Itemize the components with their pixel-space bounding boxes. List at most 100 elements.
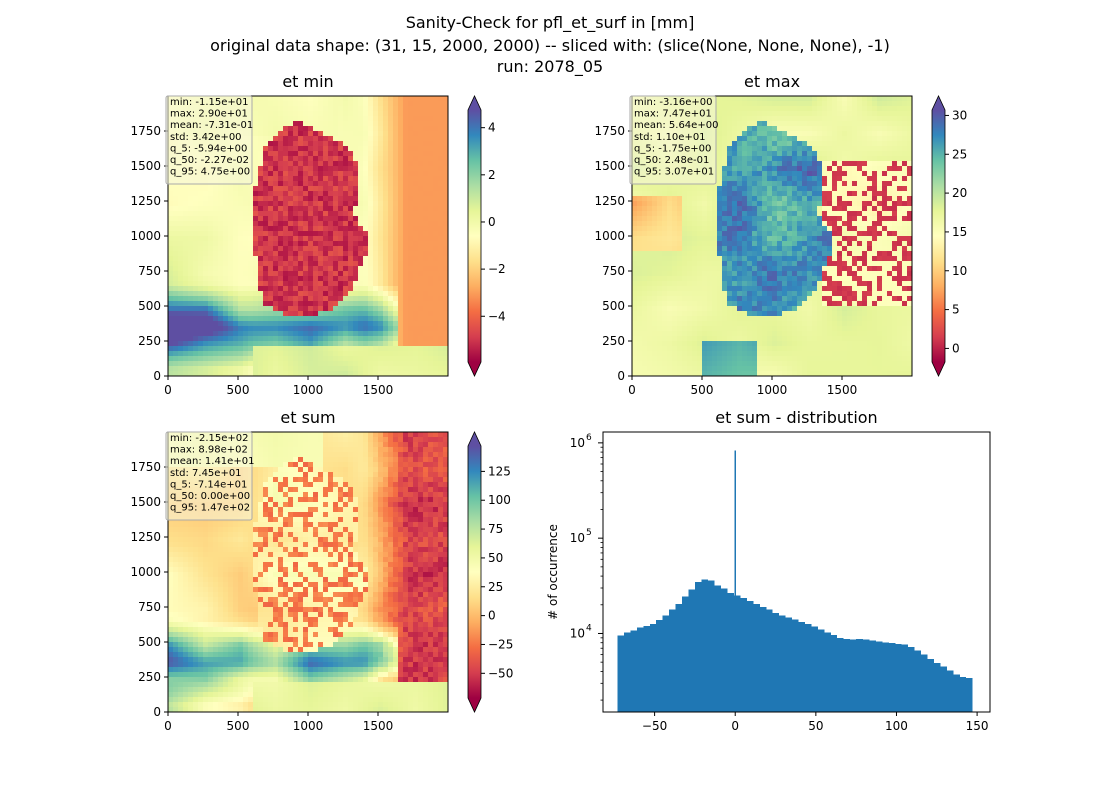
x-tick-label: 1000 bbox=[293, 383, 324, 397]
y-tick-label: 0 bbox=[153, 705, 161, 719]
stats-box-frame bbox=[165, 95, 253, 185]
x-tick-label: 500 bbox=[227, 383, 250, 397]
stats-line: q_95: 1.47e+02 bbox=[170, 503, 250, 514]
x-tick-label: 1500 bbox=[827, 383, 858, 397]
histogram-bar bbox=[765, 609, 773, 712]
colorbar-tick-label: 30 bbox=[952, 108, 967, 122]
stats-line: std: 7.45e+01 bbox=[170, 468, 242, 479]
colorbar: 0 5 10 15 20 25 30 bbox=[931, 95, 967, 377]
axes-frame bbox=[602, 431, 991, 713]
histogram-bar bbox=[733, 595, 741, 712]
x-tick-label: 100 bbox=[885, 719, 908, 733]
y-tick-label: 1250 bbox=[130, 194, 161, 208]
y-tick-label: 500 bbox=[138, 299, 161, 313]
stats-box-frame bbox=[165, 431, 253, 521]
stats-line: q_50: 2.48e-01 bbox=[634, 155, 709, 166]
histogram-bar bbox=[694, 582, 702, 712]
stats-line: min: -3.16e+00 bbox=[634, 97, 713, 108]
x-tick-label: 0 bbox=[731, 719, 739, 733]
y-tick-label: 1000 bbox=[130, 229, 161, 243]
colorbar-tick-label: 0 bbox=[488, 215, 496, 229]
histogram-bar bbox=[914, 650, 922, 712]
colorbar-tick-label: −50 bbox=[488, 666, 513, 680]
y-tick-exponent: 6 bbox=[586, 433, 592, 443]
y-tick-label: 1500 bbox=[130, 495, 161, 509]
y-tick-label: 500 bbox=[138, 635, 161, 649]
x-tick-label: −50 bbox=[642, 719, 667, 733]
colorbar-tick-label: 0 bbox=[488, 609, 496, 623]
x-tick-label: 1500 bbox=[363, 383, 394, 397]
histogram-bar bbox=[843, 639, 851, 712]
histogram-bar bbox=[869, 640, 876, 712]
stats-line: q_5: -1.75e+00 bbox=[634, 143, 711, 154]
histogram-bar bbox=[798, 621, 805, 712]
histogram-bar bbox=[881, 642, 889, 712]
histogram-bar bbox=[952, 674, 960, 712]
y-tick-exponent: 4 bbox=[586, 623, 592, 633]
stats-line: std: 3.42e+00 bbox=[170, 132, 242, 143]
colorbar-extend-top bbox=[468, 96, 481, 110]
histogram-bar bbox=[714, 585, 722, 712]
stats-line: mean: -7.31e-01 bbox=[170, 120, 253, 131]
x-tick-label: 0 bbox=[628, 383, 636, 397]
stats-line: q_5: -5.94e+00 bbox=[170, 143, 247, 154]
colorbar-tick-label: 4 bbox=[488, 121, 496, 135]
stats-line: max: 2.90e+01 bbox=[170, 109, 248, 120]
stats-line: q_5: -7.14e+01 bbox=[170, 479, 247, 490]
x-tick-label: 1500 bbox=[363, 719, 394, 733]
histogram-bar bbox=[669, 609, 676, 712]
colorbar-extend-bottom bbox=[468, 698, 481, 712]
colorbar-extend-bottom bbox=[468, 362, 481, 376]
y-tick-label: 1000 bbox=[594, 229, 625, 243]
colorbar-tick-label: 10 bbox=[952, 264, 967, 278]
histogram-bar bbox=[875, 641, 883, 712]
histogram-bar bbox=[907, 647, 915, 712]
histogram-bar bbox=[682, 596, 689, 712]
histogram-bar bbox=[811, 626, 818, 712]
histogram-bar bbox=[959, 676, 967, 712]
colorbar-extend-top bbox=[468, 432, 481, 446]
colorbar-tick-label: 50 bbox=[488, 551, 503, 565]
histogram-bar bbox=[701, 579, 709, 712]
histogram-bars bbox=[617, 450, 973, 712]
figure-title-line-3: run: 2078_05 bbox=[496, 57, 604, 76]
y-tick-label: 1250 bbox=[130, 530, 161, 544]
histogram-bar bbox=[772, 612, 780, 712]
histogram-bar bbox=[817, 629, 825, 712]
y-tick-label: 1750 bbox=[594, 124, 625, 138]
histogram-bar bbox=[623, 632, 631, 712]
colorbar-tick-label: −2 bbox=[488, 262, 506, 276]
histogram-bar bbox=[630, 630, 638, 712]
stats-line: min: -1.15e+01 bbox=[170, 97, 249, 108]
histogram-spike-bar bbox=[734, 450, 737, 712]
histogram-bar bbox=[849, 639, 857, 712]
x-tick-label: 1000 bbox=[757, 383, 788, 397]
stats-line: mean: 1.41e+01 bbox=[170, 456, 254, 467]
histogram-bar bbox=[720, 588, 728, 712]
histogram-bar bbox=[778, 615, 786, 712]
colorbar-tick-label: 100 bbox=[488, 493, 511, 507]
colorbar-tick-label: 15 bbox=[952, 225, 967, 239]
x-tick-label: 50 bbox=[808, 719, 823, 733]
y-tick-label: 1250 bbox=[594, 194, 625, 208]
histogram-bar bbox=[804, 624, 812, 712]
y-tick-label: 1000 bbox=[130, 565, 161, 579]
y-tick-label: 750 bbox=[138, 264, 161, 278]
y-tick-label: 250 bbox=[138, 670, 161, 684]
figure-title-line-2: original data shape: (31, 15, 2000, 2000… bbox=[210, 36, 890, 55]
y-tick-exponent: 5 bbox=[586, 528, 592, 538]
histogram-bar bbox=[759, 606, 767, 712]
y-tick-label: 0 bbox=[153, 369, 161, 383]
panel-title: et sum - distribution bbox=[715, 408, 877, 427]
stats-line: max: 7.47e+01 bbox=[634, 109, 712, 120]
stats-line: max: 8.98e+02 bbox=[170, 445, 248, 456]
y-tick-label: 1750 bbox=[130, 460, 161, 474]
colorbar-tick-label: 5 bbox=[952, 303, 960, 317]
colorbar: −4 −2 0 2 4 bbox=[467, 95, 506, 377]
stats-line: q_50: 0.00e+00 bbox=[170, 491, 250, 502]
